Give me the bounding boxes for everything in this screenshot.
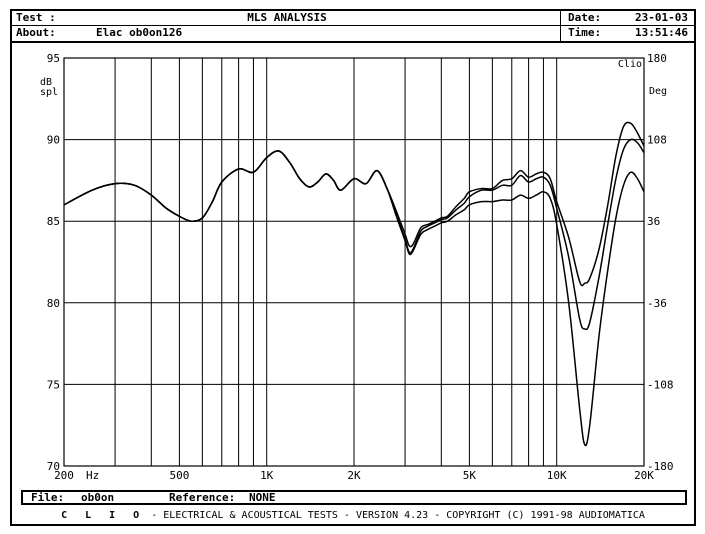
- about-label: About:: [16, 26, 56, 39]
- test-label: Test :: [16, 11, 56, 24]
- header: Test : MLS ANALYSIS Date: 23-01-03 About…: [12, 11, 694, 43]
- y-right-tick-label: -36: [647, 297, 667, 310]
- time-value: 13:51:46: [635, 26, 688, 39]
- date-value: 23-01-03: [635, 11, 688, 24]
- y-right-tick-label: -108: [647, 378, 674, 391]
- y-tick-label: 80: [47, 297, 60, 310]
- y-axis-label: dB: [40, 77, 52, 88]
- y-tick-label: 85: [47, 215, 60, 228]
- x-tick-label: 500: [169, 469, 189, 481]
- x-tick-label: 10K: [547, 469, 567, 481]
- file-value: ob0on: [81, 491, 115, 504]
- x-tick-label: 5K: [463, 469, 477, 481]
- header-row-about: About: Elac ob0on126 Time: 13:51:46: [12, 26, 694, 40]
- x-tick-label: 2K: [347, 469, 361, 481]
- y-axis-label: spl: [40, 87, 58, 98]
- about-value: Elac ob0on126: [96, 26, 183, 39]
- footer-text: - ELECTRICAL & ACOUSTICAL TESTS - VERSIO…: [151, 510, 645, 521]
- date-label: Date:: [568, 11, 602, 24]
- y-right-tick-label: 180: [647, 52, 667, 65]
- footer: C L I O - ELECTRICAL & ACOUSTICAL TESTS …: [12, 508, 694, 524]
- y-right-axis-label: Deg: [649, 86, 667, 97]
- file-bar: File: ob0on Reference: NONE: [21, 490, 687, 505]
- x-tick-label: 200: [54, 469, 74, 481]
- y-tick-label: 75: [47, 378, 60, 391]
- header-row-test: Test : MLS ANALYSIS Date: 23-01-03: [12, 11, 694, 26]
- y-right-tick-label: 36: [647, 215, 660, 228]
- series-line-3: [64, 150, 644, 447]
- time-label: Time:: [568, 26, 602, 39]
- reference-label: Reference:: [169, 491, 236, 504]
- x-tick-label: 1K: [260, 469, 274, 481]
- y-right-tick-label: 108: [647, 134, 667, 147]
- reference-value: NONE: [249, 491, 276, 504]
- x-tick-label: 20K: [634, 469, 654, 481]
- plot-border: [63, 57, 645, 467]
- page-title: MLS ANALYSIS: [247, 11, 327, 24]
- clio-window: Test : MLS ANALYSIS Date: 23-01-03 About…: [10, 9, 696, 526]
- y-right-tick-label: -180: [647, 460, 674, 473]
- y-tick-label: 95: [47, 52, 60, 65]
- header-divider: [560, 11, 561, 41]
- y-tick-label: 90: [47, 134, 60, 147]
- x-axis-unit: Hz: [86, 469, 99, 481]
- file-label: File:: [31, 491, 65, 504]
- brand-label: Clio: [618, 59, 642, 70]
- y-tick-label: 70: [47, 460, 60, 473]
- clio-brand: C L I O: [61, 510, 146, 521]
